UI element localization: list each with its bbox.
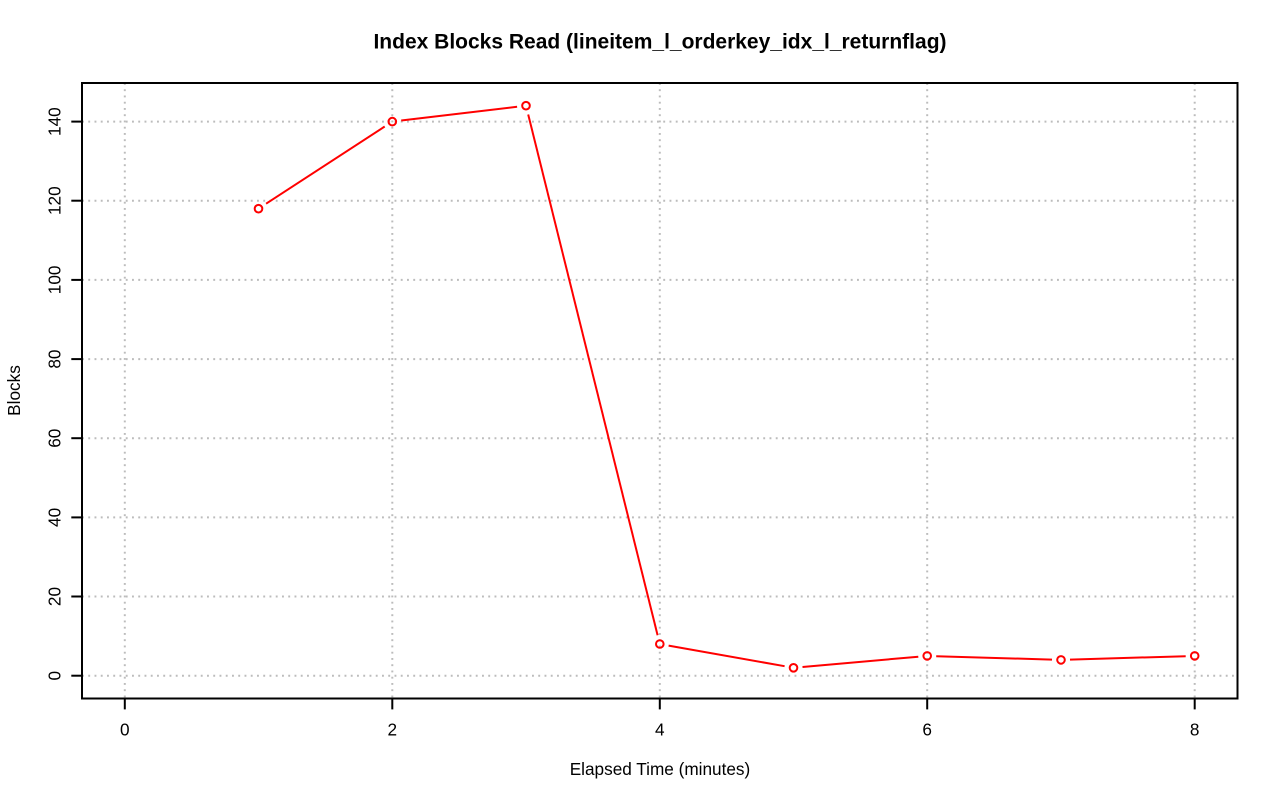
svg-text:6: 6	[922, 720, 932, 740]
svg-text:0: 0	[120, 720, 130, 740]
svg-text:140: 140	[45, 107, 65, 136]
svg-text:Blocks: Blocks	[4, 365, 24, 416]
svg-text:40: 40	[45, 508, 65, 527]
svg-text:120: 120	[45, 186, 65, 215]
svg-text:20: 20	[45, 587, 65, 606]
svg-text:Index Blocks Read (lineitem_l_: Index Blocks Read (lineitem_l_orderkey_i…	[373, 31, 946, 54]
svg-text:100: 100	[45, 266, 65, 295]
svg-text:2: 2	[388, 720, 398, 740]
svg-text:8: 8	[1190, 720, 1200, 740]
svg-text:Elapsed Time (minutes): Elapsed Time (minutes)	[570, 759, 751, 779]
svg-text:0: 0	[45, 671, 65, 681]
svg-text:60: 60	[45, 429, 65, 448]
svg-text:80: 80	[45, 350, 65, 369]
svg-text:4: 4	[655, 720, 665, 740]
